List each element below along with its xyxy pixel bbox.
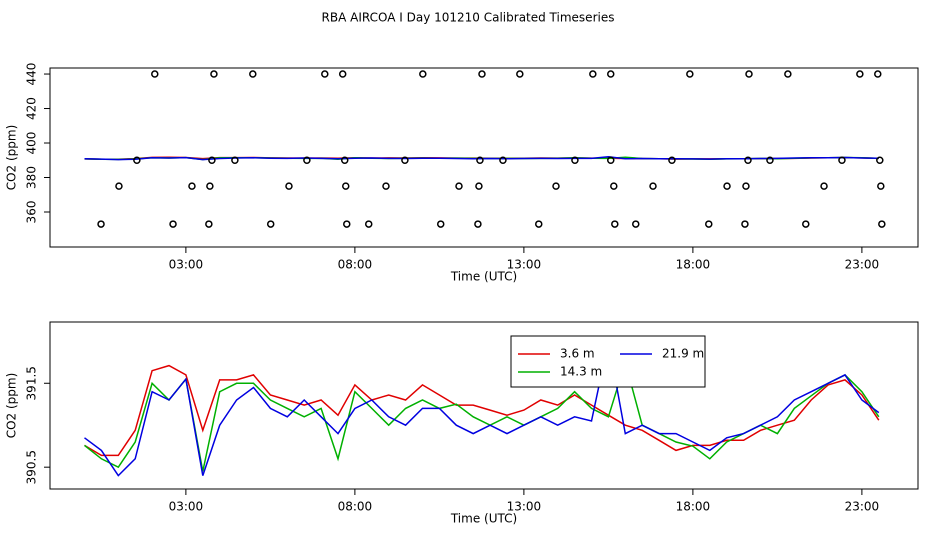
series-line xyxy=(84,156,879,161)
flag-point xyxy=(205,220,213,228)
legend-label: 21.9 m xyxy=(662,347,704,361)
flag-point xyxy=(303,156,311,165)
flag-point xyxy=(321,70,329,78)
flag-point xyxy=(874,70,882,78)
legend-box xyxy=(510,335,706,388)
flag-point xyxy=(745,70,753,78)
flag-point xyxy=(208,156,216,165)
flag-point xyxy=(340,156,349,165)
y-tick-label: 390.5 xyxy=(25,450,39,484)
flag-point xyxy=(877,182,885,190)
flag-point xyxy=(455,182,463,190)
flag-point xyxy=(686,70,694,78)
flag-point xyxy=(784,70,792,78)
x-tick-label: 08:00 xyxy=(338,500,373,514)
flag-point xyxy=(474,220,482,228)
flag-point xyxy=(343,220,351,228)
y-tick-label: 391.5 xyxy=(25,366,39,400)
x-tick-label: 08:00 xyxy=(338,258,373,272)
flag-point xyxy=(401,156,409,165)
series-line xyxy=(84,364,880,457)
x-axis-label: Time (UTC) xyxy=(450,512,517,526)
flag-point xyxy=(206,182,214,190)
flag-point xyxy=(856,70,864,78)
x-tick-label: 03:00 xyxy=(169,500,204,514)
y-axis-label: CO2 (ppm) xyxy=(5,125,19,191)
flag-point xyxy=(723,182,731,190)
flag-point xyxy=(231,156,239,165)
x-tick-label: 23:00 xyxy=(845,258,880,272)
flag-point xyxy=(382,182,390,190)
x-tick-label: 13:00 xyxy=(507,500,542,514)
flag-point xyxy=(607,156,615,165)
flag-point xyxy=(705,220,713,228)
flag-point xyxy=(249,70,257,78)
y-tick-label: 420 xyxy=(25,97,39,120)
flag-point xyxy=(607,70,615,78)
y-tick-label: 380 xyxy=(25,166,39,189)
y-tick-label: 400 xyxy=(25,132,39,155)
y-tick-label: 360 xyxy=(25,201,39,224)
legend-label: 3.6 m xyxy=(560,347,595,361)
flag-point xyxy=(475,182,483,190)
flag-point xyxy=(188,182,196,190)
x-tick-label: 13:00 xyxy=(507,258,542,272)
plot-box xyxy=(49,321,919,490)
flag-point xyxy=(571,156,579,165)
flag-point xyxy=(838,156,846,165)
flag-point xyxy=(742,182,750,190)
flag-point xyxy=(611,220,619,228)
flag-point xyxy=(876,156,884,165)
flag-point xyxy=(589,70,597,78)
flag-point xyxy=(151,70,159,78)
x-tick-label: 18:00 xyxy=(676,500,711,514)
x-tick-label: 03:00 xyxy=(169,258,204,272)
flag-point xyxy=(552,182,560,190)
flag-point xyxy=(499,156,507,165)
flag-point xyxy=(210,70,218,78)
y-axis-label: CO2 (ppm) xyxy=(5,373,19,439)
flag-point xyxy=(478,70,486,78)
flag-point xyxy=(97,220,105,228)
flag-point xyxy=(133,156,141,165)
x-tick-label: 23:00 xyxy=(845,500,880,514)
series-line xyxy=(84,359,880,472)
plot-box xyxy=(49,67,919,248)
flag-point xyxy=(744,156,752,165)
flag-point xyxy=(115,182,123,190)
flag-point xyxy=(266,220,275,228)
x-axis-label: Time (UTC) xyxy=(450,270,517,284)
flag-point xyxy=(535,220,543,228)
flag-point xyxy=(878,220,886,228)
series-line xyxy=(84,341,880,477)
flag-point xyxy=(766,156,774,165)
flag-point xyxy=(338,70,347,78)
flag-point xyxy=(632,220,640,228)
flag-point xyxy=(741,220,749,228)
flag-point xyxy=(820,182,828,190)
figure-title: RBA AIRCOA I Day 101210 Calibrated Times… xyxy=(322,11,615,25)
flag-point xyxy=(285,182,293,190)
flag-point xyxy=(169,220,177,228)
flag-point xyxy=(802,220,810,228)
flag-point xyxy=(364,220,373,228)
flag-point xyxy=(342,182,350,190)
flag-point xyxy=(516,70,524,78)
flag-point xyxy=(436,220,445,228)
x-tick-label: 18:00 xyxy=(676,258,711,272)
flag-point xyxy=(668,156,676,165)
flag-point xyxy=(610,182,618,190)
legend-label: 14.3 m xyxy=(560,365,602,379)
flag-point xyxy=(649,182,657,190)
flag-point xyxy=(476,156,484,165)
flag-point xyxy=(419,70,427,78)
y-tick-label: 440 xyxy=(25,63,39,86)
